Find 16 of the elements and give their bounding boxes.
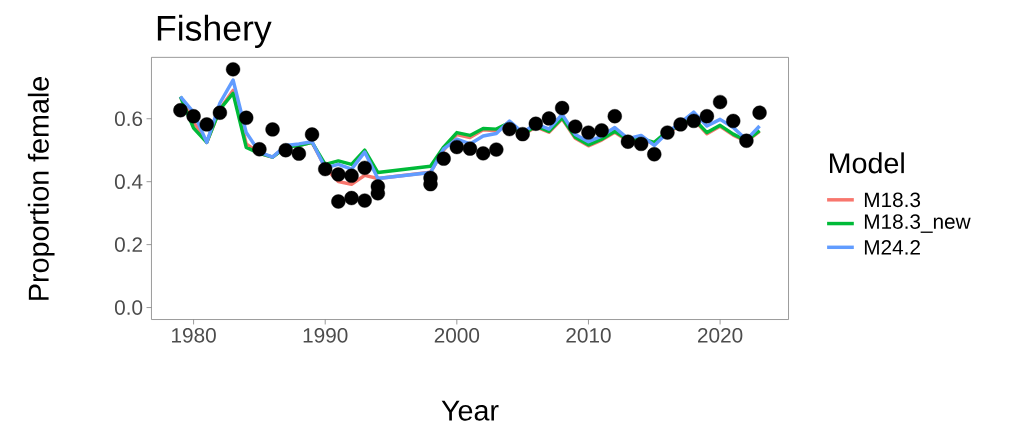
x-axis-title: Year: [441, 400, 499, 421]
x-tick-label: 2020: [698, 327, 743, 343]
y-tick-label: 0.0: [114, 300, 143, 315]
legend-label: M18.3: [864, 192, 921, 208]
x-tick-label: 2010: [566, 327, 611, 343]
chart-title: Fishery: [157, 14, 272, 48]
x-tick-label: 1980: [172, 327, 216, 343]
x-tick-label: 1990: [303, 327, 348, 343]
legend-label: M24.2: [864, 239, 920, 255]
y-tick-label: 0.4: [114, 174, 143, 189]
legend-title: Model: [829, 152, 904, 174]
x-tick-label: 2000: [434, 327, 480, 343]
y-tick-label: 0.2: [114, 237, 142, 252]
y-axis-title: Proportion female: [27, 76, 55, 300]
legend-label: M18.3_new: [864, 214, 971, 233]
y-tick-label: 0.6: [114, 111, 143, 126]
